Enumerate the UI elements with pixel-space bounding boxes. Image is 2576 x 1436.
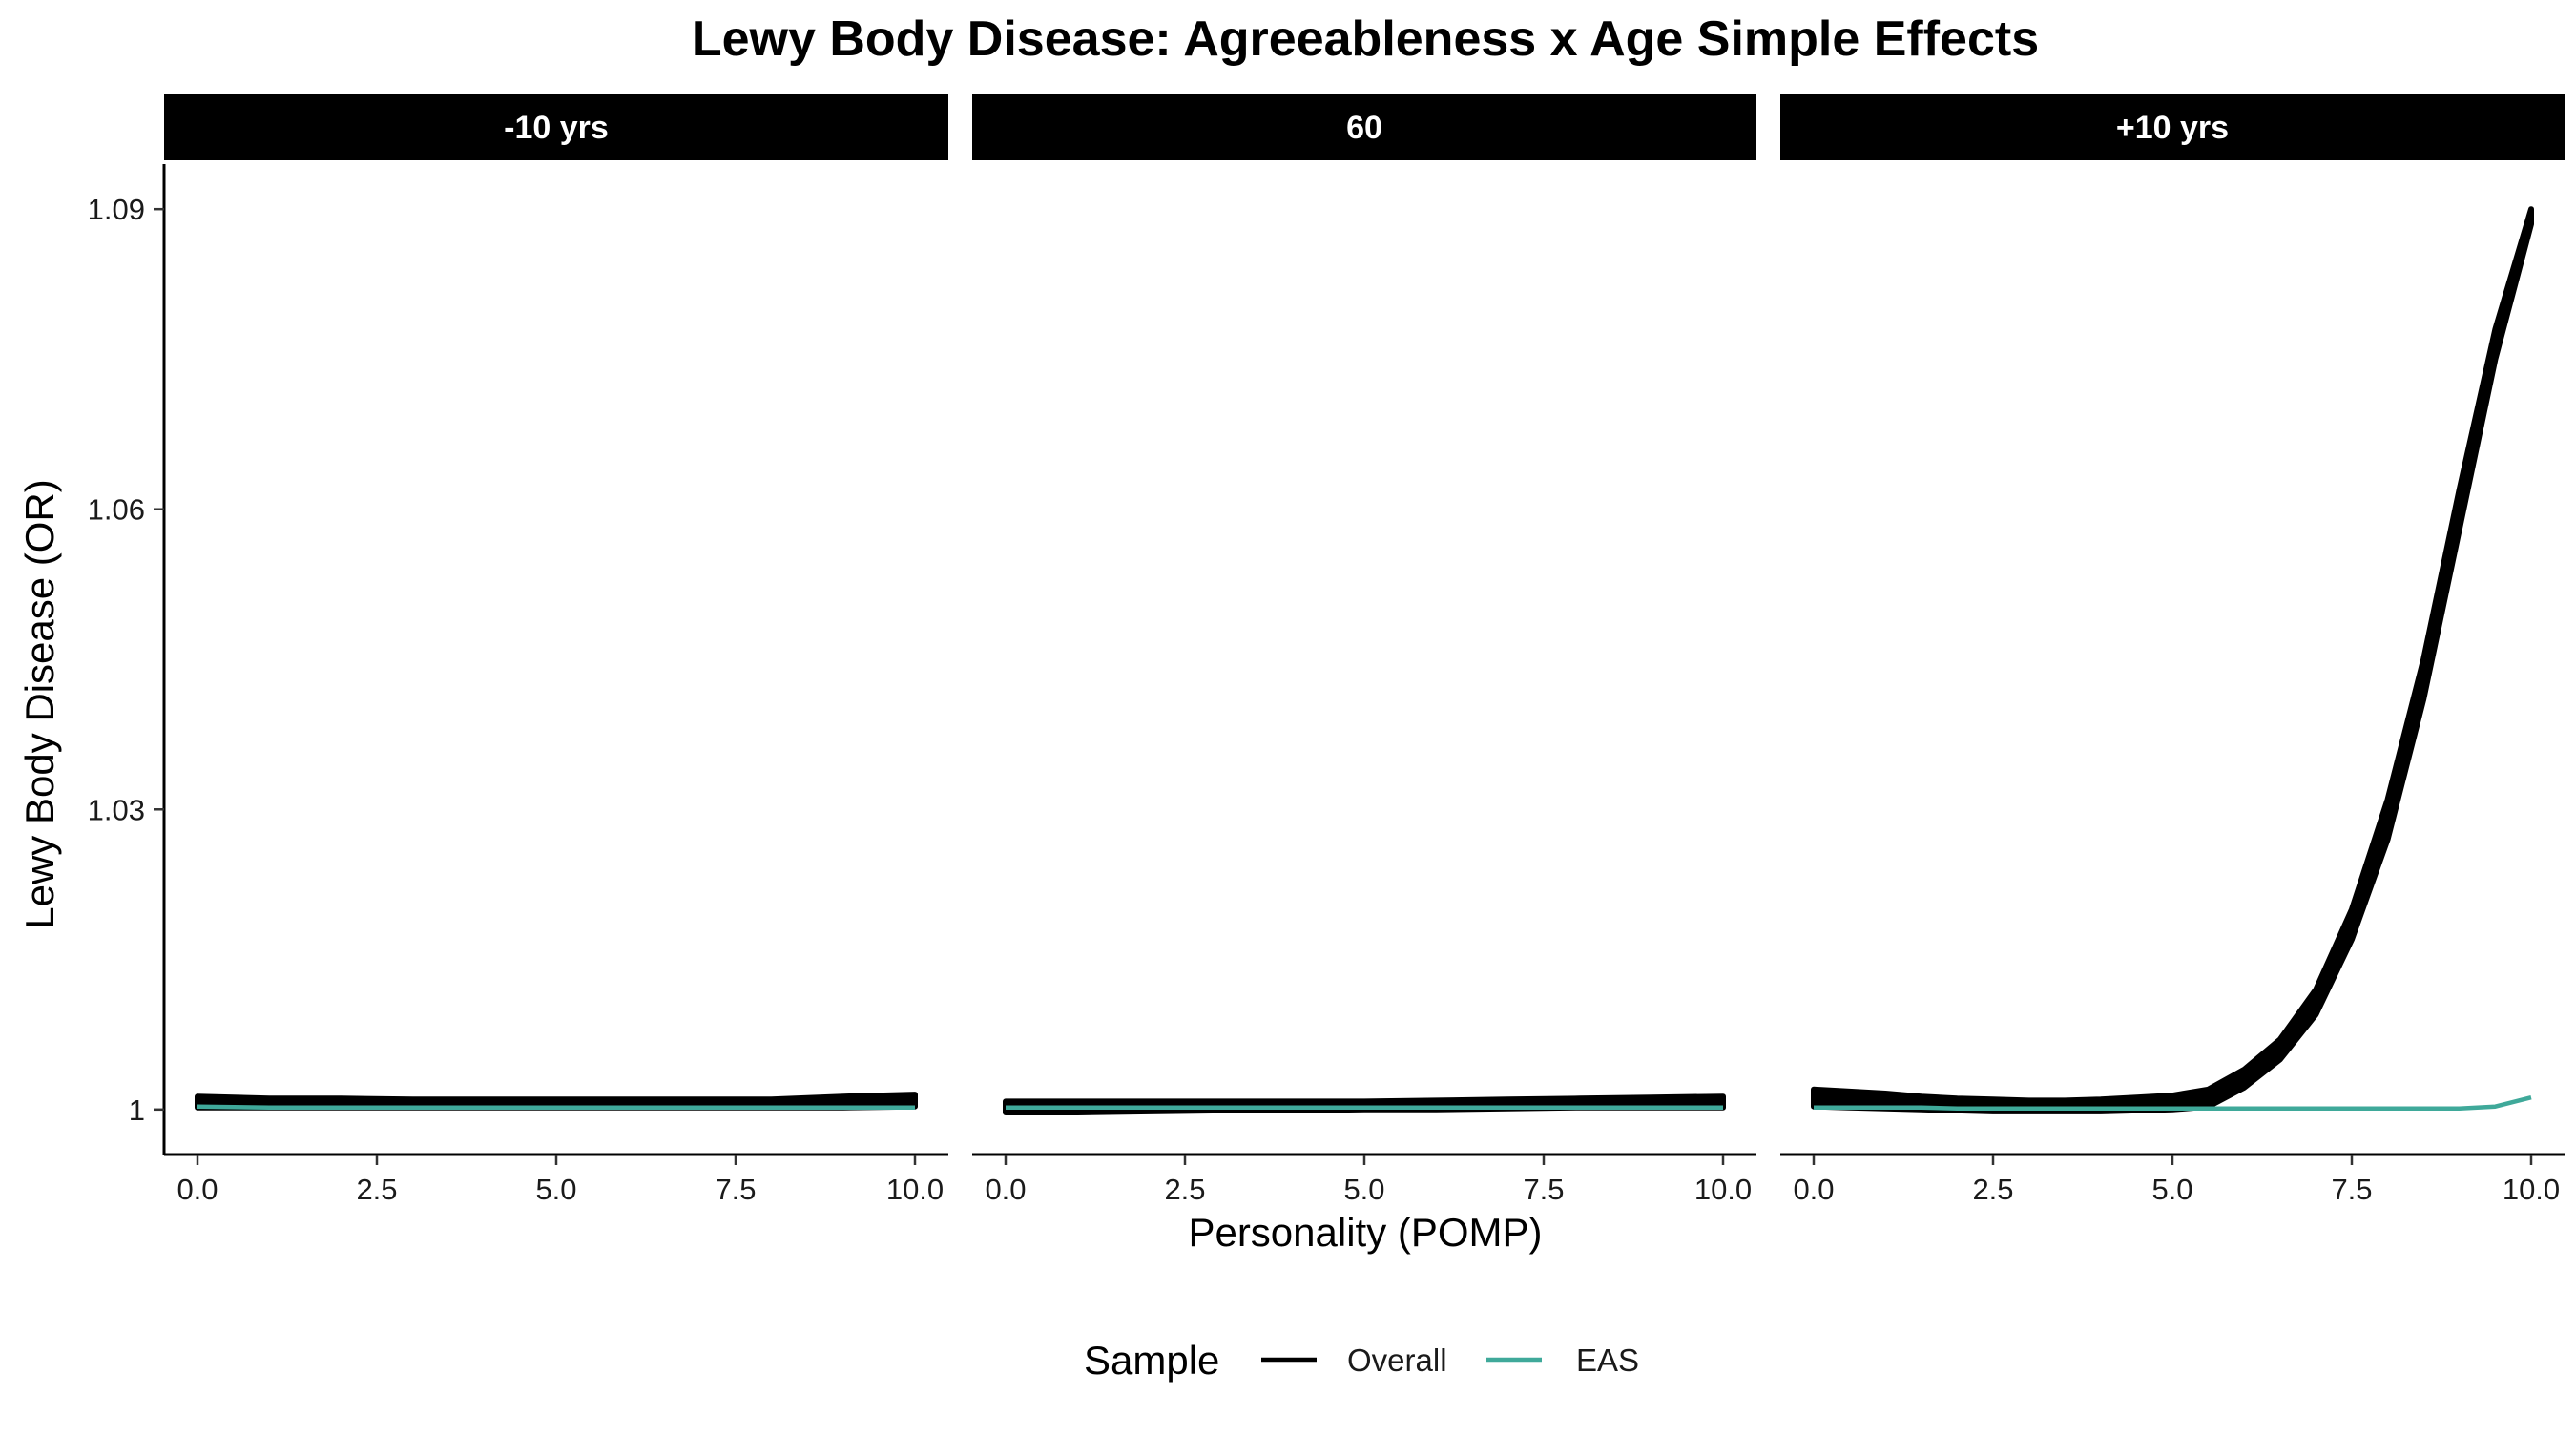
- x-tick-label: 5.0: [2151, 1173, 2192, 1206]
- x-tick-label: 10.0: [886, 1173, 944, 1206]
- series-line-eas: [1814, 1095, 2532, 1112]
- x-tick-label: 5.0: [535, 1173, 576, 1206]
- x-tick-label: 0.0: [985, 1173, 1026, 1206]
- facet-strip-label: 60: [1346, 110, 1382, 146]
- facet-strip: [972, 94, 1756, 160]
- y-tick-label: 1.06: [88, 493, 145, 527]
- y-tick-label: 1.03: [88, 793, 145, 826]
- x-tick-label: 2.5: [1972, 1173, 2013, 1206]
- x-axis-title: Personality (POMP): [1188, 1210, 1542, 1255]
- y-tick-label: 1: [129, 1093, 145, 1127]
- facet-strip-label: -10 yrs: [504, 110, 609, 146]
- x-tick-label: 2.5: [356, 1173, 397, 1206]
- y-tick-label: 1.09: [88, 193, 145, 226]
- legend-title: Sample: [1084, 1338, 1219, 1383]
- legend-label-eas: EAS: [1576, 1342, 1639, 1378]
- facet-strip-label: +10 yrs: [2116, 110, 2229, 146]
- y-axis-title: Lewy Body Disease (OR): [17, 479, 62, 929]
- x-tick-label: 7.5: [2331, 1173, 2372, 1206]
- x-tick-label: 5.0: [1343, 1173, 1384, 1206]
- legend: Sample Overall EAS: [1084, 1338, 1639, 1383]
- facet-panel-3: +10 yrs 0.0 2.5 5.0 7.5 10.0: [1780, 94, 2565, 1206]
- x-tick-label: 10.0: [1694, 1173, 1752, 1206]
- series-line-eas: [197, 1104, 915, 1110]
- facet-panel-1: -10 yrs 0.0 2.5 5.0 7.5 10.0: [164, 94, 948, 1206]
- legend-label-overall: Overall: [1347, 1342, 1447, 1378]
- x-tick-label: 7.5: [715, 1173, 756, 1206]
- x-tick-label: 2.5: [1164, 1173, 1205, 1206]
- series-line-overall: [1811, 206, 2534, 1114]
- x-tick-label: 7.5: [1523, 1173, 1564, 1206]
- x-tick-label: 0.0: [177, 1173, 218, 1206]
- x-tick-label: 0.0: [1793, 1173, 1834, 1206]
- facet-strip: [164, 94, 948, 160]
- facet-panels: -10 yrs 0.0 2.5 5.0 7.5 10.0 60 0.0 2.5 5.0 7.5 10.…: [164, 94, 2565, 1206]
- chart-title: Lewy Body Disease: Agreeableness x Age S…: [692, 11, 2039, 67]
- facet-panel-2: 60 0.0 2.5 5.0 7.5 10.0: [972, 94, 1756, 1206]
- y-axis: 1 1.03 1.06 1.09: [88, 164, 166, 1155]
- x-tick-label: 10.0: [2503, 1173, 2560, 1206]
- facet-strip: [1780, 94, 2565, 160]
- series-line-overall: [1003, 1093, 1726, 1115]
